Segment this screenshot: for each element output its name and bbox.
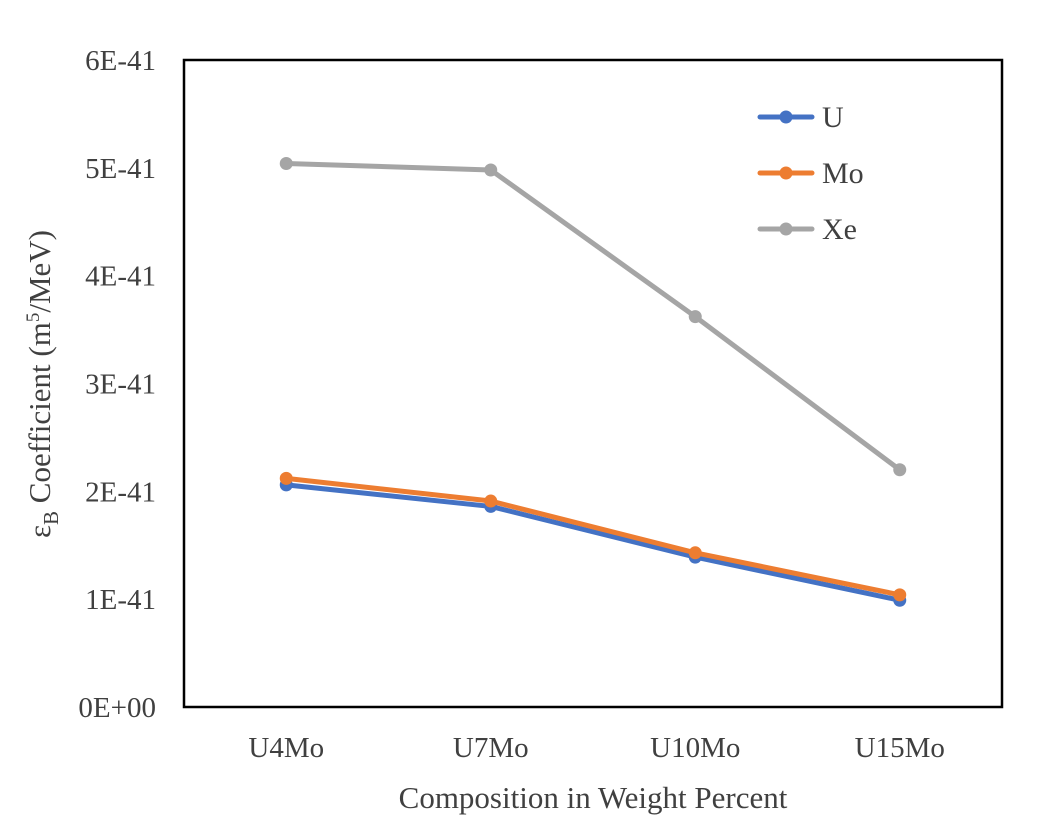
data-point-mo (688, 546, 702, 560)
legend: U Mo Xe (757, 101, 864, 246)
x-tick-label: U15Mo (855, 732, 945, 764)
x-tick-label: U10Mo (650, 732, 740, 764)
x-axis-tick-labels: U4Mo U7Mo U10Mo U15Mo (248, 732, 944, 764)
series-line-u (283, 482, 903, 603)
legend-marker-mo (779, 166, 793, 180)
data-point-xe (279, 157, 293, 171)
y-tick-label: 6E-41 (85, 45, 156, 77)
data-point-xe (688, 310, 702, 324)
series-line-mo (283, 475, 903, 598)
y-tick-label: 3E-41 (85, 369, 156, 401)
y-tick-label: 4E-41 (85, 261, 156, 293)
data-point-mo (279, 471, 293, 485)
legend-marker-u (779, 110, 793, 124)
legend-label-mo: Mo (822, 157, 864, 190)
x-tick-label: U4Mo (248, 732, 324, 764)
series-layer (279, 157, 907, 607)
y-tick-label: 2E-41 (85, 476, 156, 508)
y-axis-title-suffix: /MeV) (22, 230, 57, 313)
legend-label-u: U (822, 101, 844, 134)
y-axis-title-main: Coefficient (m (22, 322, 57, 511)
data-point-mo (484, 494, 498, 508)
y-axis-title-subscript: B (39, 511, 63, 525)
plot-area-frame (182, 58, 1004, 709)
data-point-xe (484, 163, 498, 177)
legend-label-xe: Xe (822, 213, 857, 246)
y-axis-title: εB Coefficient (m5/MeV) (22, 230, 63, 538)
y-axis-title-superscript: 5 (23, 313, 44, 323)
y-axis-tick-labels: 0E+00 1E-41 2E-41 3E-41 4E-41 5E-41 6E-41 (78, 45, 156, 724)
y-tick-label: 1E-41 (85, 584, 156, 616)
y-axis-title-symbol: ε (22, 525, 57, 538)
data-point-xe (893, 463, 907, 477)
y-tick-label: 0E+00 (78, 692, 156, 724)
y-tick-label: 5E-41 (85, 153, 156, 185)
x-tick-label: U7Mo (453, 732, 529, 764)
series-line-xe (283, 161, 903, 473)
data-point-mo (893, 588, 907, 602)
x-axis-title: Composition in Weight Percent (399, 780, 788, 815)
legend-marker-xe (779, 222, 793, 236)
